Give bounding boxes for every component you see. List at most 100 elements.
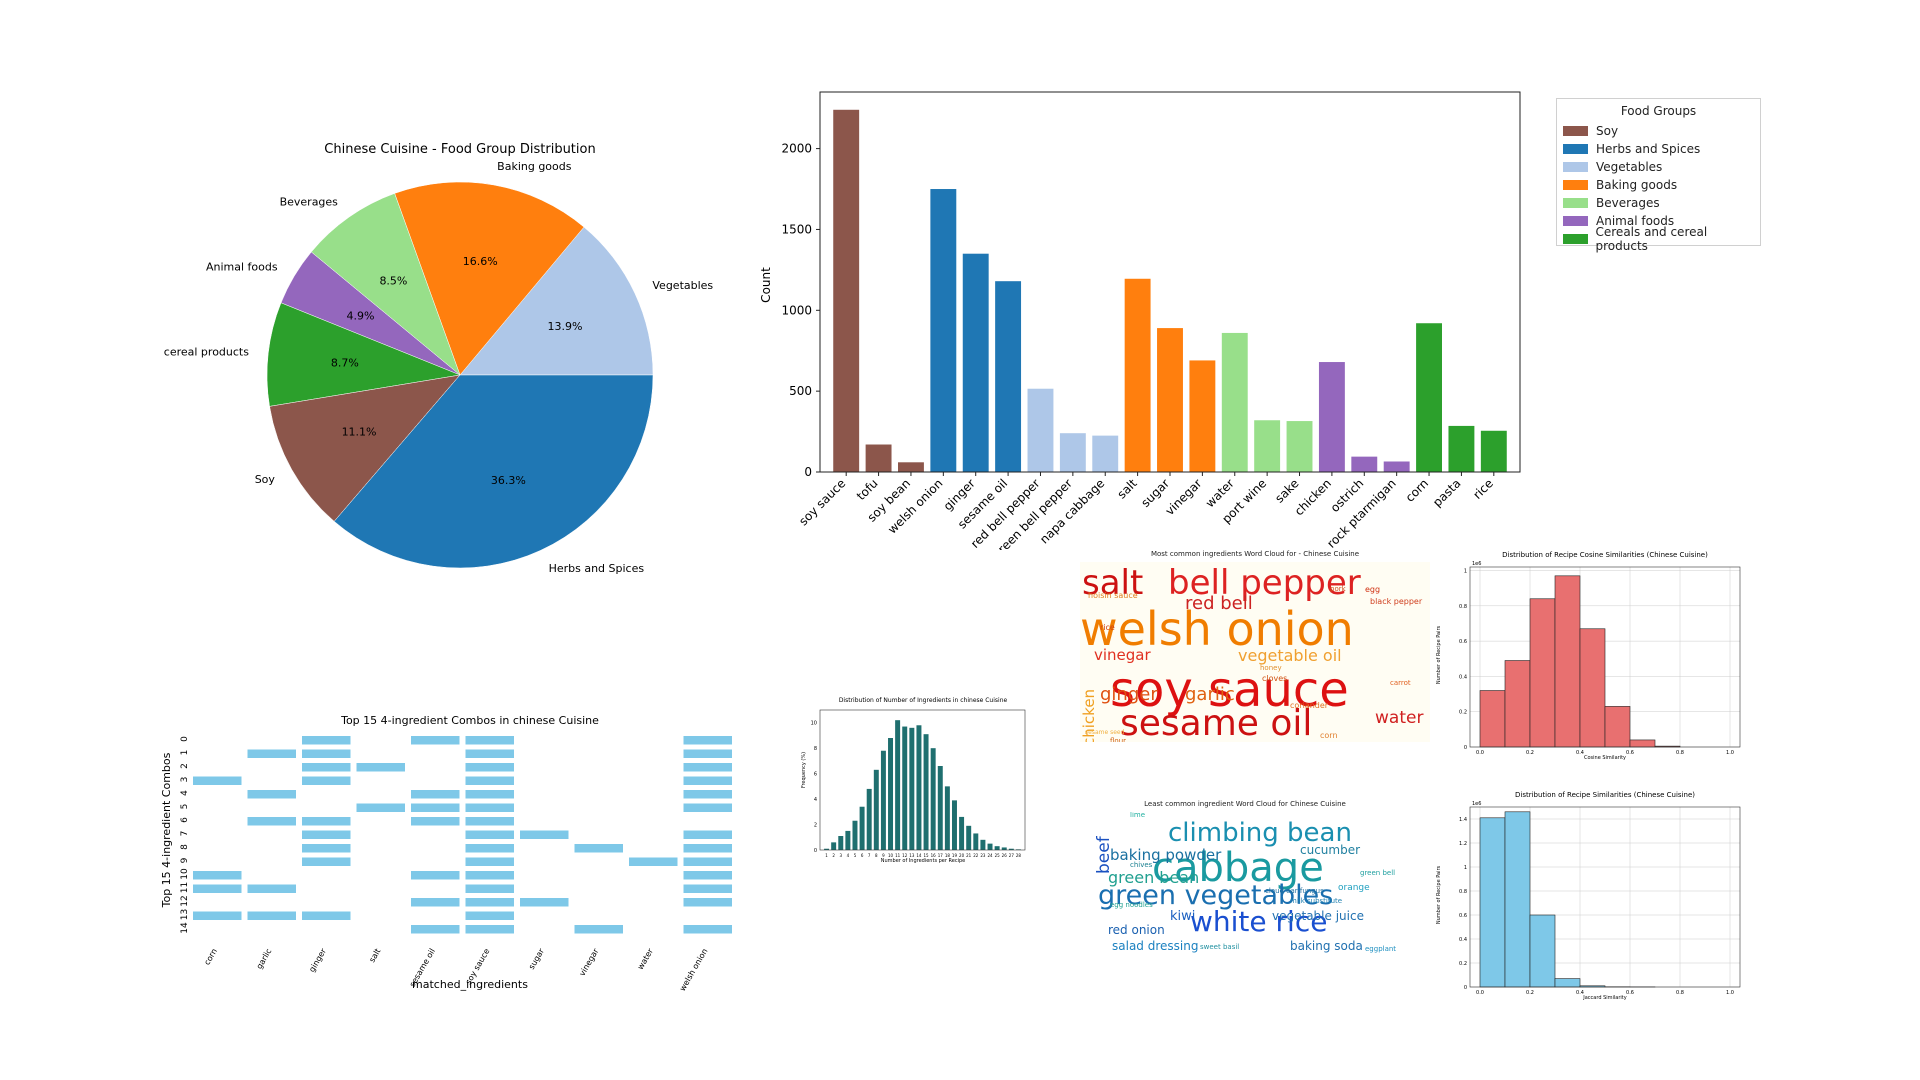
bar-xtick-label: tofu	[854, 476, 881, 503]
combo-cell	[683, 803, 732, 812]
combos-xlabel: matched_ingredients	[412, 978, 528, 991]
cos-bar	[1629, 739, 1656, 748]
combo-cell	[520, 898, 569, 907]
ingredients-xtick-label: 28	[1016, 853, 1022, 858]
cos-bar	[1504, 660, 1531, 748]
jac-xtick-label: 0.4	[1576, 990, 1584, 996]
least-common-wordcloud: Least common ingredient Word Cloud for C…	[1080, 800, 1410, 965]
most-word: sesame oil	[1120, 703, 1313, 742]
combo-cell	[465, 749, 514, 758]
pie-category-label: Soy	[255, 473, 276, 486]
cosine-histogram: Distribution of Recipe Cosine Similariti…	[1436, 551, 1741, 761]
ingredients-bar	[838, 836, 844, 850]
ingredients-xtick-label: 19	[952, 853, 958, 858]
legend-item: Soy	[1557, 122, 1760, 140]
bar-welsh-onion	[930, 189, 957, 472]
combo-cell	[247, 817, 296, 826]
bar-napa-cabbage	[1092, 435, 1119, 472]
legend-item: Baking goods	[1557, 176, 1760, 194]
bar-chicken	[1318, 362, 1345, 472]
combo-cell	[247, 790, 296, 799]
combo-cell	[302, 844, 351, 853]
combo-cell	[465, 830, 514, 839]
jaccard-xlabel: Jaccard Similarity	[1582, 995, 1627, 1001]
combo-col-label: corn	[202, 947, 219, 967]
cos-ytick-label: 0.6	[1459, 639, 1467, 645]
cos-ytick-label: 1	[1464, 569, 1467, 575]
ingredients-bar	[1001, 847, 1007, 850]
ing-ytick-label: 2	[814, 823, 817, 829]
most-word: carrot	[1390, 679, 1411, 687]
ingredients-xtick-label: 1	[825, 853, 828, 858]
bar-vinegar	[1189, 360, 1216, 472]
most-word: rice	[1100, 623, 1115, 632]
least-word: vegetable juice	[1272, 909, 1364, 923]
combo-row-label: 13	[180, 909, 190, 920]
legend-label: Vegetables	[1596, 160, 1663, 174]
least-word: milk substitute	[1290, 897, 1343, 905]
jac-ytick-label: 0.8	[1459, 889, 1467, 895]
combo-cell	[465, 871, 514, 880]
most-word: vegetable oil	[1238, 646, 1342, 665]
least-word: orange	[1338, 883, 1370, 893]
bar-xtick-label: soy sauce	[796, 476, 848, 528]
pie-slice-cereals-and-cereal-products	[266, 302, 461, 407]
combo-cell	[683, 884, 732, 893]
ingredients-xtick-label: 12	[902, 853, 908, 858]
ingredients-xtick-label: 5	[854, 853, 857, 858]
ingredients-xtick-label: 16	[931, 853, 937, 858]
combo-cell	[465, 844, 514, 853]
most-word: garlic	[1185, 684, 1235, 705]
least-word: climbing bean	[1168, 818, 1352, 848]
combo-cell	[629, 857, 678, 866]
ingredients-xtick-label: 9	[882, 853, 885, 858]
legend-label: Animal foods	[1596, 214, 1675, 228]
legend-swatch	[1563, 126, 1588, 136]
ingredients-bar	[944, 786, 950, 850]
ingredients-bar	[852, 820, 858, 850]
least-word: eggplant	[1365, 945, 1397, 953]
legend-label: Baking goods	[1596, 178, 1678, 192]
combo-cell	[465, 884, 514, 893]
jac-bar	[1504, 811, 1531, 988]
ingredients-xtick-label: 3	[839, 853, 842, 858]
bar-sugar	[1157, 328, 1183, 472]
ingredients-bar	[873, 769, 879, 850]
cos-xtick-label: 0.6	[1626, 750, 1634, 756]
bar-ostrich	[1351, 456, 1378, 472]
combo-cell	[411, 736, 460, 745]
jaccard-ylabel: Number of Recipe Pairs	[1436, 865, 1442, 924]
ingredients-xtick-label: 23	[980, 853, 986, 858]
ingredients-xtick-label: 2	[832, 853, 835, 858]
most-word: vinegar	[1094, 646, 1151, 664]
jac-ytick-label: 0.4	[1459, 937, 1467, 943]
combo-cell	[465, 763, 514, 772]
ingredients-bar	[824, 848, 830, 850]
ing-ytick-label: 8	[814, 746, 817, 752]
pie-category-label: Baking goods	[497, 160, 572, 173]
cos-bar	[1604, 706, 1631, 748]
combo-cell	[302, 736, 351, 745]
combo-row-label: 12	[180, 895, 190, 906]
jaccard-histogram: Distribution of Recipe Similarities (Chi…	[1436, 791, 1741, 1001]
bar-rice	[1480, 430, 1507, 472]
legend-swatch	[1563, 180, 1588, 190]
bar-xtick-label: salt	[1115, 476, 1140, 501]
combo-cell	[193, 871, 242, 880]
combo-cell	[683, 898, 732, 907]
ingredients-xtick-label: 25	[995, 853, 1001, 858]
legend-swatch	[1563, 234, 1588, 244]
pie-pct-label: 16.6%	[463, 255, 498, 268]
combo-row-label: 8	[180, 844, 190, 850]
legend-swatch	[1563, 162, 1588, 172]
combo-row-label: 10	[180, 868, 190, 880]
pie-slice-beverages	[310, 193, 461, 376]
cos-ytick-label: 0.8	[1459, 604, 1467, 610]
bar-ytick-label: 1500	[781, 222, 812, 236]
most-wordcloud-title: Most common ingredients Word Cloud for -…	[1150, 550, 1360, 558]
most-word: ginger	[1100, 684, 1158, 705]
ingredients-bar	[973, 833, 979, 850]
jac-ytick-label: 1	[1464, 865, 1467, 871]
combo-row-label: 4	[180, 790, 190, 796]
ingredients-xtick-label: 11	[895, 853, 901, 858]
